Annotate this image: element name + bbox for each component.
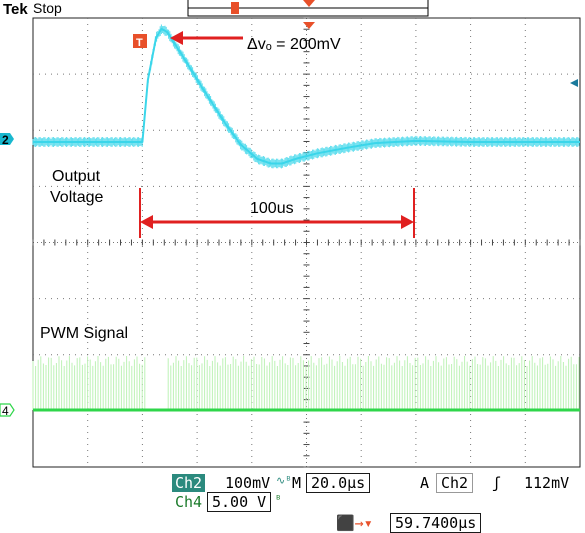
overshoot-annotation: Δvₒ = 200mV	[247, 36, 341, 53]
duration-annotation: 100us	[250, 200, 294, 217]
output-voltage-label-line: Output	[52, 168, 101, 185]
graticule	[32, 17, 581, 468]
ch2-marker: 2	[0, 133, 14, 147]
ch4-label[interactable]: Ch4	[175, 493, 203, 511]
trigger-level-icon	[570, 79, 578, 87]
trigger-position-value[interactable]: 59.7400µs	[390, 513, 482, 533]
trigger-mode: A	[420, 474, 430, 492]
trigger-level[interactable]: 112mV	[524, 474, 570, 492]
timebase-value[interactable]: 20.0µs	[306, 473, 371, 493]
trigger-position-icon	[303, 0, 315, 7]
trigger-channel[interactable]: Ch2	[436, 473, 474, 493]
timebase-label: M	[292, 474, 302, 492]
ch4-marker-label: 4	[2, 404, 9, 418]
output-voltage-label: Output Voltage	[50, 168, 104, 206]
trigger-flag-icon: T	[133, 34, 147, 49]
record-trigger-marker	[231, 2, 239, 14]
pwm-pulses	[32, 356, 580, 410]
acquisition-state: Stop	[33, 0, 62, 16]
ch2-coupling-icon: ∿ᴮ	[276, 474, 292, 487]
ch4-scale[interactable]: 5.00 V	[207, 492, 272, 512]
ch4-marker: 4	[0, 403, 15, 418]
ch2-label[interactable]: Ch2	[172, 474, 206, 492]
pwm-trace	[32, 356, 580, 412]
overshoot-arrow	[170, 31, 243, 45]
output-voltage-label-line: Voltage	[50, 189, 103, 206]
ch2-marker-label: 2	[2, 133, 9, 147]
trigger-position-icon	[303, 22, 315, 29]
trigger-position-icon: ⬛→▾	[336, 514, 373, 532]
duration-arrow	[139, 188, 415, 238]
ch4-coupling-icon: ᴮ	[275, 493, 282, 506]
output-voltage-line	[33, 28, 580, 165]
pwm-signal-label: PWM Signal	[40, 325, 128, 342]
brand-logo: Tek	[3, 1, 28, 18]
ch2-scale[interactable]: 100mV	[225, 474, 271, 492]
trigger-slope-icon: ʃ	[492, 474, 502, 492]
trigger-flag-label: T	[136, 37, 143, 49]
record-view-bar	[187, 0, 429, 17]
output-voltage-trace	[32, 24, 580, 169]
